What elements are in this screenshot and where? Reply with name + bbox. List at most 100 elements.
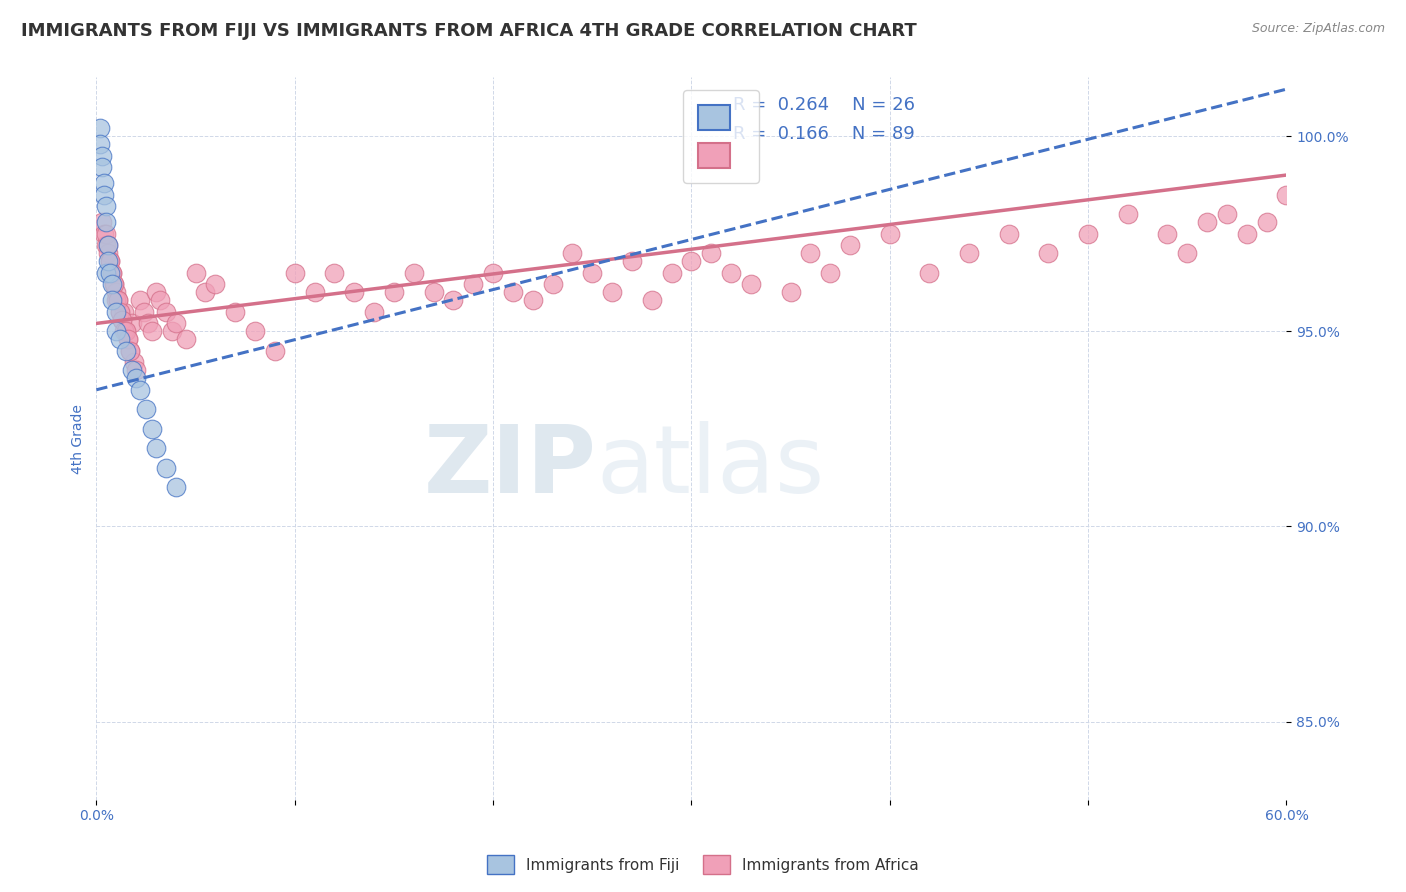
Legend: Immigrants from Fiji, Immigrants from Africa: Immigrants from Fiji, Immigrants from Af…: [481, 849, 925, 880]
Point: [165, 317, 187, 331]
Point: [165, 480, 187, 494]
Point: [122, 355, 145, 369]
Point: [957, 246, 980, 260]
Point: [661, 266, 683, 280]
Point: [96, 215, 118, 229]
Point: [105, 285, 128, 300]
Point: [700, 246, 723, 260]
Point: [108, 304, 131, 318]
Point: [115, 324, 138, 338]
Point: [125, 363, 148, 377]
Point: [581, 266, 603, 280]
Point: [561, 246, 583, 260]
Point: [98, 266, 121, 280]
Point: [89, 136, 111, 151]
Point: [105, 324, 128, 338]
Point: [284, 266, 307, 280]
Point: [96, 238, 118, 252]
Point: [97, 246, 120, 260]
Point: [441, 293, 464, 307]
Point: [125, 371, 148, 385]
Point: [304, 285, 326, 300]
Point: [343, 285, 366, 300]
Point: [112, 304, 135, 318]
Text: R =  0.264    N = 26: R = 0.264 N = 26: [733, 95, 915, 114]
Point: [641, 293, 664, 307]
Point: [1077, 227, 1099, 241]
Point: [93, 176, 115, 190]
Text: atlas: atlas: [596, 422, 824, 514]
Point: [91, 160, 114, 174]
Point: [1116, 207, 1139, 221]
Point: [117, 332, 139, 346]
Point: [101, 293, 124, 307]
Point: [117, 332, 139, 346]
Point: [224, 304, 246, 318]
Point: [98, 254, 121, 268]
Point: [620, 254, 643, 268]
Point: [1156, 227, 1178, 241]
Text: R =  0.166    N = 89: R = 0.166 N = 89: [733, 125, 915, 143]
Point: [145, 442, 167, 456]
Point: [463, 277, 485, 292]
Point: [96, 227, 118, 241]
Point: [96, 266, 118, 280]
Point: [97, 254, 120, 268]
Point: [1197, 215, 1219, 229]
Legend: , : ,: [683, 90, 759, 183]
Point: [323, 266, 346, 280]
Point: [363, 304, 385, 318]
Point: [98, 254, 121, 268]
Point: [194, 285, 217, 300]
Point: [120, 343, 142, 358]
Point: [93, 227, 115, 241]
Point: [740, 277, 762, 292]
Point: [111, 312, 134, 326]
Point: [105, 293, 128, 307]
Point: [111, 312, 134, 326]
Point: [541, 277, 564, 292]
Y-axis label: 4th Grade: 4th Grade: [72, 404, 86, 474]
Point: [135, 402, 157, 417]
Point: [101, 277, 124, 292]
Point: [149, 293, 172, 307]
Point: [121, 363, 143, 377]
Point: [879, 227, 901, 241]
Point: [97, 238, 120, 252]
Point: [482, 266, 505, 280]
Point: [103, 277, 125, 292]
Point: [141, 324, 163, 338]
Point: [120, 343, 142, 358]
Point: [115, 324, 138, 338]
Point: [263, 343, 285, 358]
Point: [155, 461, 177, 475]
Point: [382, 285, 405, 300]
Point: [89, 121, 111, 136]
Point: [1275, 187, 1298, 202]
Point: [839, 238, 862, 252]
Point: [129, 293, 152, 307]
Point: [422, 285, 444, 300]
Point: [97, 238, 120, 252]
Point: [160, 324, 183, 338]
Point: [600, 285, 623, 300]
Point: [1175, 246, 1198, 260]
Point: [136, 317, 159, 331]
Point: [115, 343, 138, 358]
Point: [502, 285, 524, 300]
Point: [174, 332, 197, 346]
Point: [204, 277, 226, 292]
Point: [93, 187, 115, 202]
Point: [107, 293, 129, 307]
Point: [129, 383, 152, 397]
Point: [1256, 215, 1278, 229]
Text: Source: ZipAtlas.com: Source: ZipAtlas.com: [1251, 22, 1385, 36]
Point: [522, 293, 544, 307]
Point: [91, 215, 114, 229]
Point: [101, 266, 124, 280]
Point: [101, 266, 124, 280]
Text: ZIP: ZIP: [423, 422, 596, 514]
Point: [108, 304, 131, 318]
Point: [243, 324, 266, 338]
Point: [1216, 207, 1239, 221]
